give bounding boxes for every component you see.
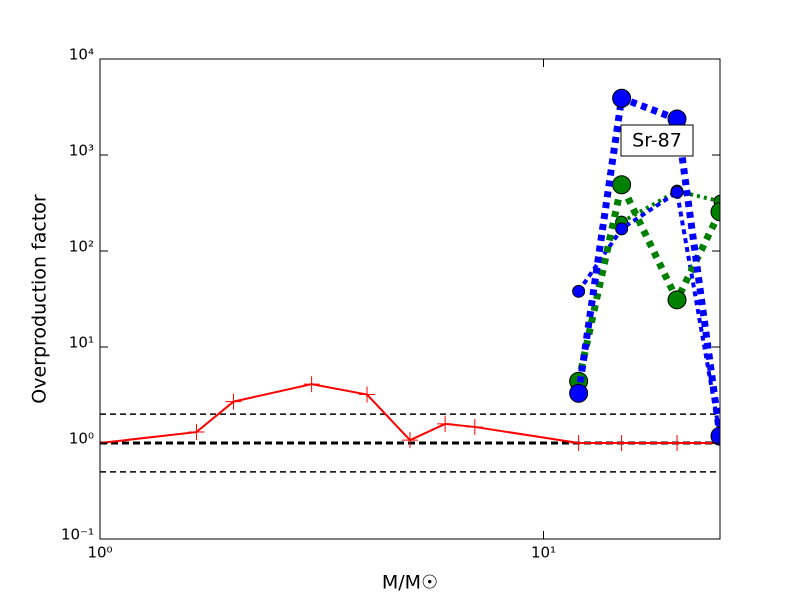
series-line [100,383,720,444]
marker [303,376,320,393]
y-tick-label: 10⁻¹ [61,526,94,544]
marker [669,435,686,451]
plot-area [100,88,720,473]
marker [569,383,589,403]
marker [359,386,376,403]
y-tick-label: 10² [69,238,94,256]
marker [667,290,687,310]
y-tick-label: 10¹ [69,334,94,352]
series-line [575,93,720,437]
x-tick-label: 10¹ [531,544,556,562]
annotation: Sr-87 [632,130,682,152]
x-axis-label: M/M☉ [382,572,438,594]
marker [570,435,587,451]
y-tick-label: 10⁰ [69,430,94,448]
marker [402,432,418,449]
marker [670,185,684,199]
marker [612,88,632,108]
marker [613,435,630,451]
y-axis-label: Overproduction factor [29,194,51,404]
marker [437,415,454,432]
marker [572,284,586,298]
marker [615,222,629,236]
x-tick-label: 10⁰ [87,544,112,562]
marker [225,393,242,410]
marker [612,175,632,195]
marker [466,418,483,435]
plot-frame [99,58,721,540]
y-tick-label: 10³ [69,142,94,160]
marker [710,202,720,222]
annotation-box [620,124,694,157]
marker [710,426,720,446]
y-tick-label: 10⁴ [69,46,94,64]
marker [188,424,205,441]
